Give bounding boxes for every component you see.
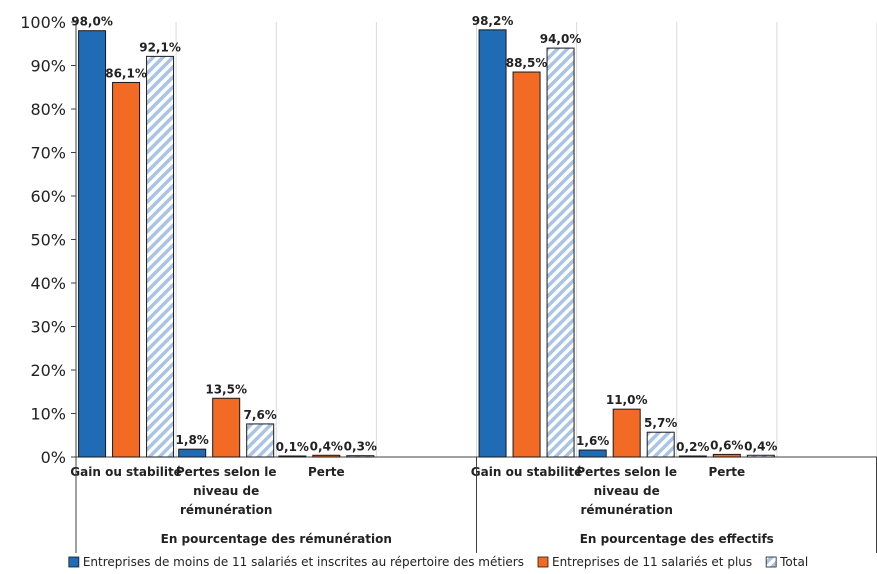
bar bbox=[312, 454, 341, 458]
bar bbox=[478, 29, 507, 458]
bar bbox=[746, 454, 775, 458]
data-label: 0,4% bbox=[744, 439, 777, 453]
bar bbox=[112, 81, 141, 458]
bar bbox=[578, 449, 607, 458]
data-label: 5,7% bbox=[644, 416, 677, 430]
data-label: 1,8% bbox=[176, 433, 209, 447]
data-label: 86,1% bbox=[105, 66, 147, 80]
bar bbox=[712, 453, 741, 458]
bar bbox=[678, 455, 707, 458]
category-label: rémunération bbox=[180, 503, 272, 517]
y-tick-label: 60% bbox=[30, 187, 66, 206]
legend-label: Total bbox=[779, 555, 808, 569]
data-label: 98,2% bbox=[472, 14, 514, 28]
group-label: En pourcentage des rémunération bbox=[161, 532, 392, 546]
category-label: Pertes selon le bbox=[576, 465, 677, 479]
y-tick-label: 100% bbox=[20, 13, 66, 32]
data-label: 11,0% bbox=[606, 393, 648, 407]
bar bbox=[646, 431, 675, 458]
data-label: 7,6% bbox=[244, 408, 277, 422]
bar bbox=[212, 397, 241, 458]
data-label: 0,3% bbox=[344, 440, 377, 454]
legend-swatch bbox=[537, 556, 549, 568]
y-tick-label: 20% bbox=[30, 361, 66, 380]
category-label: rémunération bbox=[580, 503, 672, 517]
y-tick-label: 40% bbox=[30, 274, 66, 293]
data-label: 98,0% bbox=[71, 15, 113, 29]
y-tick-label: 10% bbox=[30, 405, 66, 424]
legend-swatch bbox=[68, 556, 80, 568]
legend-label: Entreprises de 11 salariés et plus bbox=[552, 555, 752, 569]
y-tick-label: 50% bbox=[30, 231, 66, 250]
legend-item: Total bbox=[765, 555, 808, 569]
category-label: Gain ou stabilité bbox=[70, 465, 182, 479]
data-label: 88,5% bbox=[506, 56, 548, 70]
bar bbox=[612, 408, 641, 458]
y-tick-label: 30% bbox=[30, 318, 66, 337]
bar bbox=[146, 55, 175, 458]
category-label: niveau de bbox=[594, 484, 660, 498]
category-label: Gain ou stabilité bbox=[471, 465, 583, 479]
data-label: 92,1% bbox=[139, 40, 181, 54]
data-label: 1,6% bbox=[576, 434, 609, 448]
bar bbox=[512, 71, 541, 458]
y-tick-label: 80% bbox=[30, 100, 66, 119]
data-label: 0,4% bbox=[310, 439, 343, 453]
y-tick-label: 90% bbox=[30, 57, 66, 76]
bar bbox=[346, 455, 375, 458]
category-label: niveau de bbox=[193, 484, 259, 498]
legend-item: Entreprises de moins de 11 salariés et i… bbox=[68, 555, 524, 569]
legend-swatch bbox=[765, 556, 777, 568]
data-label: 13,5% bbox=[205, 382, 247, 396]
category-label: Pertes selon le bbox=[176, 465, 277, 479]
y-tick-label: 0% bbox=[41, 448, 66, 467]
bar bbox=[178, 448, 207, 458]
y-tick-label: 70% bbox=[30, 144, 66, 163]
group-label: En pourcentage des effectifs bbox=[580, 532, 774, 546]
bar bbox=[246, 423, 275, 458]
data-label: 0,2% bbox=[676, 440, 709, 454]
data-label: 0,6% bbox=[710, 438, 743, 452]
data-label: 94,0% bbox=[540, 32, 582, 46]
legend-item: Entreprises de 11 salariés et plus bbox=[537, 555, 752, 569]
bar bbox=[78, 30, 107, 458]
bar bbox=[546, 47, 575, 458]
data-label: 0,1% bbox=[276, 440, 309, 454]
category-label: Perte bbox=[308, 465, 345, 479]
legend-label: Entreprises de moins de 11 salariés et i… bbox=[83, 555, 524, 569]
category-label: Perte bbox=[708, 465, 745, 479]
bar bbox=[278, 455, 307, 458]
